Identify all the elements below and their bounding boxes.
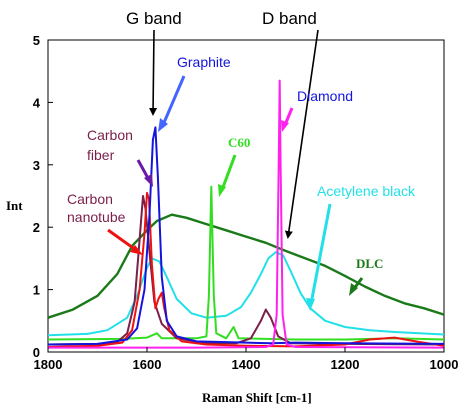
annotation-dlc-arrowhead [349, 283, 358, 296]
annotation-carbon-fiber-line1: Carbon [87, 127, 133, 143]
x-tick-label: 1800 [34, 357, 63, 372]
series-line-dlc [47, 213, 445, 319]
ticks-layer: 1800 1600 1400 1200 1000 0 1 2 3 4 5 [33, 33, 459, 372]
series-line-graphite [47, 126, 445, 346]
g-band-arrow [149, 29, 158, 116]
y-tick-label: 0 [33, 345, 40, 360]
d-band-arrow [284, 29, 319, 239]
x-tick-label: 1600 [133, 357, 162, 372]
series-line-diamond [48, 79, 445, 349]
series-line-c60 [47, 185, 445, 341]
y-tick-label: 5 [33, 33, 40, 48]
x-tick-label: 1200 [331, 357, 360, 372]
annotation-carbon-fiber-arrowhead [144, 174, 153, 187]
annotation-c60: C60 [228, 135, 250, 150]
annotation-graphite-arrowhead [158, 118, 168, 132]
y-tick-label: 1 [33, 283, 40, 298]
series-line-acetylene-black [47, 251, 445, 337]
annotation-acetylene-arrow [309, 203, 332, 305]
annotation-c60-arrow [220, 154, 237, 191]
annotation-graphite-arrow [161, 75, 186, 126]
d-band-label: D band [262, 9, 317, 28]
y-tick-label: 2 [33, 220, 40, 235]
annotation-carbon-nanotube-arrowhead [130, 245, 143, 255]
y-tick-label: 4 [33, 95, 41, 110]
annotation-carbon-fiber-line2: fiber [87, 147, 115, 163]
annotation-acetylene-arrowhead [306, 298, 315, 311]
x-axis-label: Raman Shift [cm-1] [202, 390, 312, 405]
annotation-c60-arrowhead [218, 184, 226, 197]
series-layer [47, 79, 445, 349]
annotation-acetylene-black: Acetylene black [317, 183, 416, 199]
annotation-carbon-nanotube-line2: nanotube [67, 209, 126, 225]
y-axis-label: Int [6, 198, 23, 213]
annotation-diamond-arrowhead [281, 120, 289, 132]
annotation-carbon-nanotube-arrow [107, 228, 137, 252]
g-band-label: G band [126, 9, 182, 28]
annotation-dlc: DLC [356, 256, 383, 271]
annotation-carbon-nanotube-line1: Carbon [67, 191, 113, 207]
y-tick-label: 3 [33, 158, 40, 173]
annotation-diamond: Diamond [297, 88, 353, 104]
x-tick-label: 1400 [232, 357, 261, 372]
annotation-graphite: Graphite [177, 54, 231, 70]
x-tick-label: 1000 [430, 357, 459, 372]
